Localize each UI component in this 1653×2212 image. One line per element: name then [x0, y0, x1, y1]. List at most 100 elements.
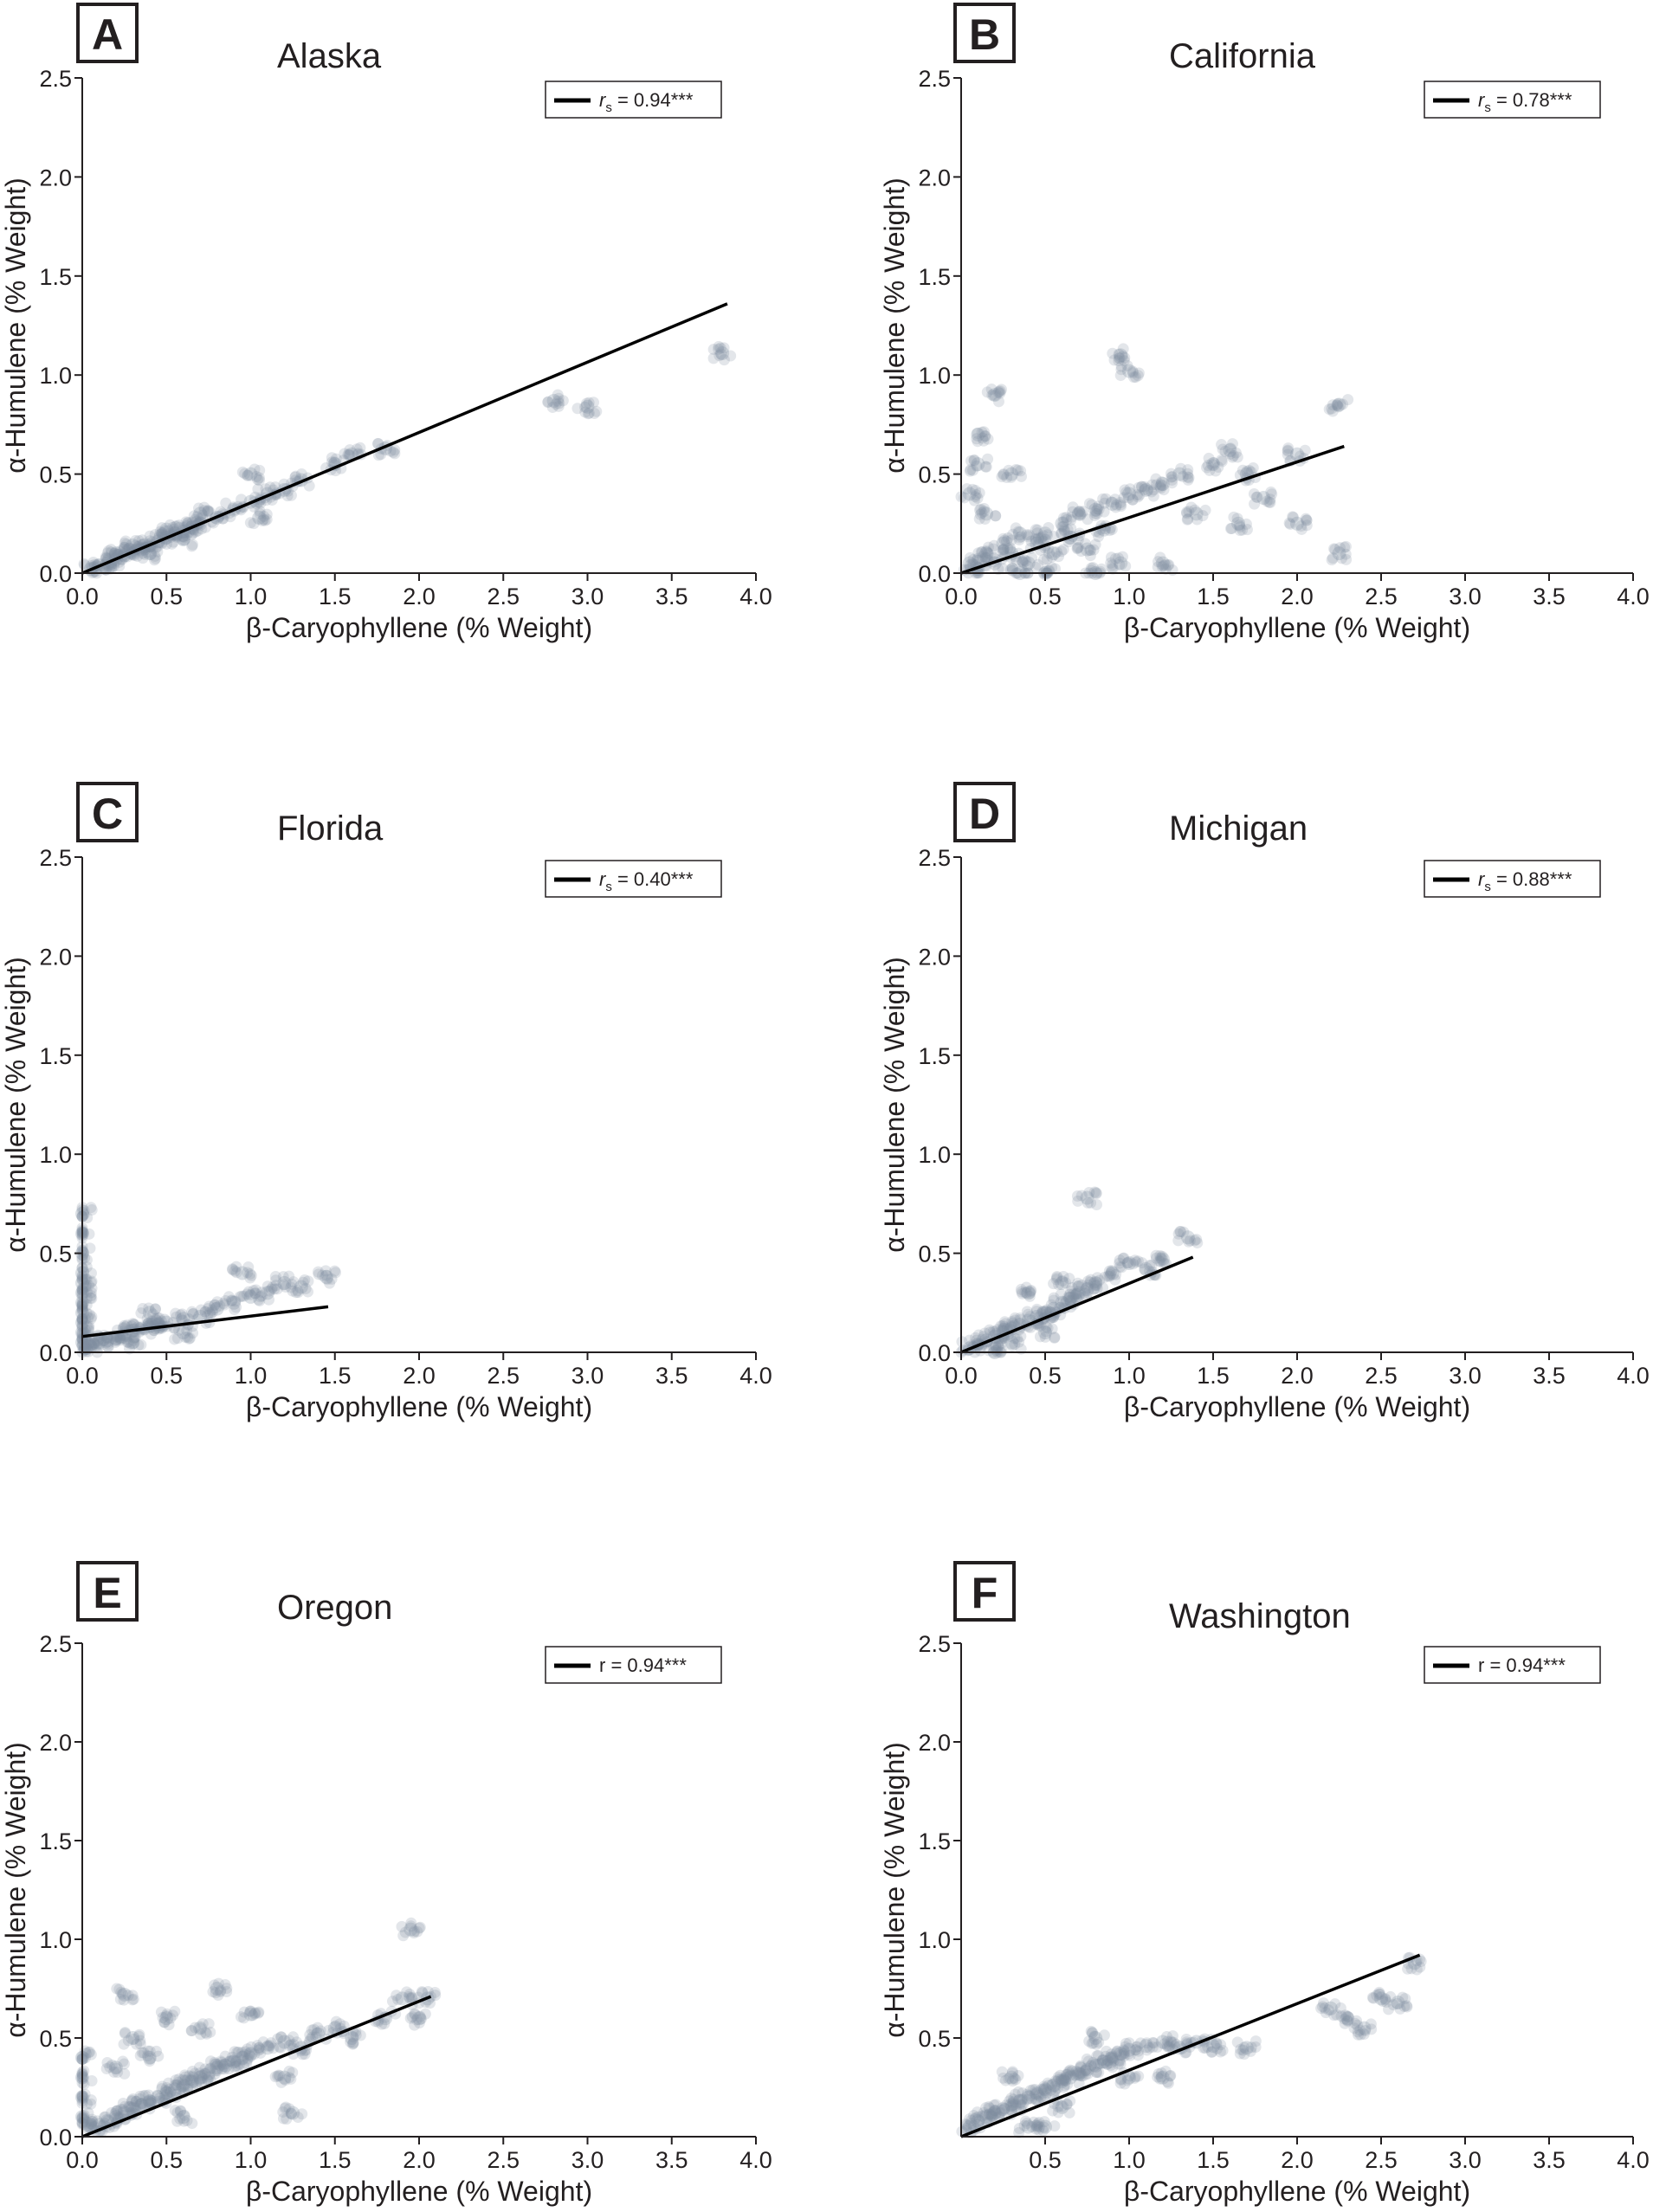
data-point: [187, 527, 199, 539]
x-tick-label: 2.0: [1281, 2147, 1314, 2173]
data-point: [1128, 2072, 1140, 2084]
data-point: [277, 1271, 289, 1283]
data-point: [242, 2043, 254, 2055]
data-point: [1331, 2009, 1343, 2021]
data-point: [1039, 533, 1051, 545]
data-point: [1064, 2095, 1076, 2107]
data-point: [994, 385, 1006, 397]
data-point: [1175, 462, 1187, 474]
data-point: [406, 1991, 418, 2003]
data-point: [372, 437, 384, 449]
data-point: [1009, 1312, 1021, 1324]
data-point: [1049, 2075, 1062, 2087]
data-point: [975, 503, 987, 515]
data-point: [156, 527, 168, 539]
data-point: [214, 1986, 226, 1998]
data-point: [1010, 2099, 1022, 2111]
data-point: [314, 2025, 326, 2037]
data-point: [126, 1318, 139, 1330]
data-point: [995, 384, 1007, 396]
data-point: [146, 2095, 158, 2107]
data-point: [969, 2112, 981, 2125]
panel-letter-box: [953, 782, 1016, 842]
data-point: [1021, 556, 1036, 571]
data-point: [990, 1341, 1002, 1353]
data-point: [102, 1341, 114, 1353]
data-point: [132, 2030, 145, 2042]
data-point: [151, 2045, 163, 2057]
data-point: [239, 2046, 251, 2058]
data-point: [283, 2072, 295, 2084]
data-point: [1114, 497, 1127, 509]
data-point: [1055, 2099, 1069, 2114]
data-point: [122, 1990, 134, 2002]
data-point: [191, 511, 203, 523]
data-point: [127, 2093, 139, 2105]
data-point: [1043, 522, 1055, 534]
data-point: [989, 2105, 1001, 2117]
data-point: [1056, 1274, 1069, 1287]
data-point: [1163, 558, 1175, 571]
data-point: [987, 388, 1002, 403]
data-point: [144, 530, 156, 542]
data-point: [1003, 2073, 1015, 2085]
data-point: [1247, 461, 1259, 474]
data-point: [1341, 2015, 1353, 2028]
data-point: [300, 1283, 312, 1295]
data-point: [386, 1996, 398, 2008]
data-point: [392, 1994, 404, 2006]
data-point: [147, 1308, 159, 1320]
scatter-points: [75, 1917, 442, 2137]
data-point: [1130, 2044, 1142, 2056]
data-point: [1081, 2053, 1093, 2065]
data-point: [1367, 1992, 1379, 2004]
data-point: [1110, 1268, 1122, 1280]
data-point: [1133, 481, 1145, 493]
data-point: [961, 2119, 973, 2131]
data-point: [229, 2054, 242, 2067]
data-point: [1031, 527, 1043, 539]
data-point: [142, 546, 157, 561]
data-point: [1241, 465, 1253, 477]
data-point: [413, 2017, 425, 2029]
data-point: [1059, 1298, 1071, 1310]
data-point: [972, 2111, 985, 2123]
data-point: [175, 1309, 187, 1321]
data-point: [1103, 1270, 1115, 1282]
data-point: [345, 2036, 357, 2048]
data-point: [1082, 513, 1094, 526]
data-point: [1282, 445, 1294, 457]
data-point: [1256, 491, 1271, 506]
data-point: [404, 1992, 416, 2004]
data-point: [1107, 347, 1119, 359]
data-point: [1005, 2093, 1017, 2105]
data-point: [186, 2118, 198, 2130]
data-point: [1038, 2116, 1050, 2128]
data-point: [1006, 2066, 1018, 2078]
data-point: [419, 2008, 431, 2020]
data-point: [1030, 2093, 1042, 2106]
data-point: [204, 2062, 216, 2074]
data-point: [1199, 504, 1211, 516]
data-point: [973, 513, 985, 525]
data-point: [86, 1275, 98, 1287]
data-point: [224, 2055, 236, 2067]
data-point: [1056, 528, 1068, 540]
data-point: [230, 2056, 242, 2068]
data-point: [1191, 1237, 1204, 1249]
data-point: [171, 2079, 183, 2091]
data-point: [1122, 2070, 1136, 2085]
data-point: [253, 1293, 265, 1306]
data-point: [1038, 2083, 1050, 2095]
data-point: [1004, 467, 1019, 481]
data-point: [253, 2041, 265, 2054]
data-point: [996, 471, 1008, 483]
data-point: [1153, 2068, 1165, 2080]
data-point: [178, 534, 190, 546]
data-point: [1039, 2091, 1051, 2103]
data-point: [287, 2039, 300, 2051]
data-point: [173, 1324, 185, 1336]
data-point: [1068, 1291, 1080, 1303]
data-point: [230, 1261, 242, 1273]
data-point: [1031, 2118, 1043, 2130]
